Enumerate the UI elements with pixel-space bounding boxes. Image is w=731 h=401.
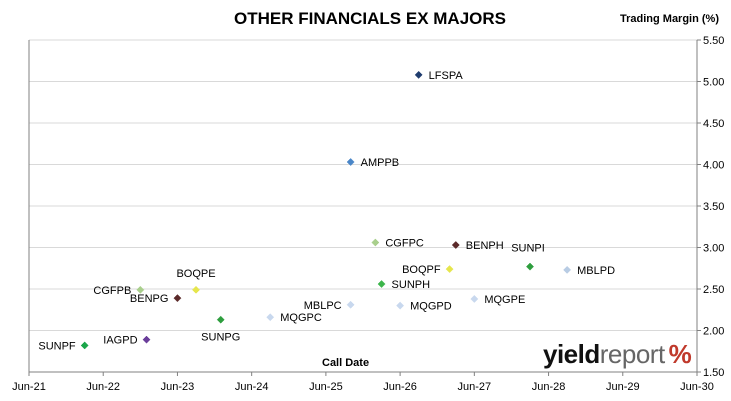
logo-percent-icon: % xyxy=(668,339,692,369)
logo-part1: yield xyxy=(543,339,600,369)
y-tick-label: 1.50 xyxy=(703,367,724,379)
data-label: MQGPC xyxy=(280,312,322,324)
x-tick-label: Jun-26 xyxy=(383,381,417,393)
y-tick-label: 5.00 xyxy=(703,77,724,89)
data-label: AMPPB xyxy=(361,157,400,169)
data-label: MBLPD xyxy=(577,265,615,277)
x-tick-label: Jun-25 xyxy=(309,381,343,393)
data-label: BENPH xyxy=(466,240,504,252)
data-label: LFSPA xyxy=(429,70,464,82)
data-label: BOQPF xyxy=(402,264,441,276)
data-point xyxy=(80,341,89,350)
data-point xyxy=(396,301,405,310)
data-label: SUNPF xyxy=(38,340,76,352)
logo-part2: report xyxy=(599,339,665,369)
data-point xyxy=(346,300,355,309)
x-tick-label: Jun-24 xyxy=(235,381,269,393)
data-point xyxy=(371,238,380,247)
data-point xyxy=(266,313,275,322)
y-axis-label: Trading Margin (%) xyxy=(620,13,719,25)
y-tick-label: 4.00 xyxy=(703,160,724,172)
y-tick-label: 5.50 xyxy=(703,35,724,47)
data-label: MQGPD xyxy=(410,301,452,313)
data-label: MQGPE xyxy=(484,294,525,306)
data-point xyxy=(142,335,151,344)
data-point xyxy=(173,294,182,303)
y-tick-label: 3.00 xyxy=(703,243,724,255)
y-tick-label: 2.50 xyxy=(703,284,724,296)
x-axis-label: Call Date xyxy=(322,357,370,369)
data-point xyxy=(563,265,572,274)
data-point xyxy=(470,295,479,303)
y-tick-label: 3.50 xyxy=(703,201,724,213)
data-point xyxy=(414,70,423,79)
data-label: SUNPG xyxy=(201,332,240,344)
data-label: CGFPC xyxy=(385,238,424,250)
data-label: SUNPI xyxy=(511,243,545,255)
data-point xyxy=(192,285,200,294)
y-tick-label: 4.50 xyxy=(703,118,724,130)
x-tick-label: Jun-29 xyxy=(606,381,640,393)
x-tick-label: Jun-27 xyxy=(458,381,492,393)
data-label: IAGPD xyxy=(103,335,137,347)
x-tick-label: Jun-21 xyxy=(12,381,46,393)
yieldreport-logo: yieldreport% xyxy=(543,339,692,370)
x-tick-label: Jun-22 xyxy=(86,381,120,393)
data-point xyxy=(451,241,460,249)
chart-title: OTHER FINANCIALS EX MAJORS xyxy=(233,9,507,28)
data-label: BENPG xyxy=(130,293,169,305)
data-point xyxy=(526,262,534,271)
data-point xyxy=(377,280,386,288)
data-point xyxy=(445,265,454,274)
data-point xyxy=(136,285,145,294)
data-label: BOQPE xyxy=(176,268,215,280)
x-tick-label: Jun-23 xyxy=(161,381,195,393)
data-point xyxy=(346,158,355,166)
y-tick-label: 2.00 xyxy=(703,326,724,338)
x-tick-label: Jun-28 xyxy=(532,381,566,393)
data-label: SUNPH xyxy=(392,279,431,291)
data-label: MBLPC xyxy=(304,300,342,312)
data-label: CGFPB xyxy=(93,285,131,297)
data-point xyxy=(216,315,225,324)
x-tick-label: Jun-30 xyxy=(680,381,714,393)
